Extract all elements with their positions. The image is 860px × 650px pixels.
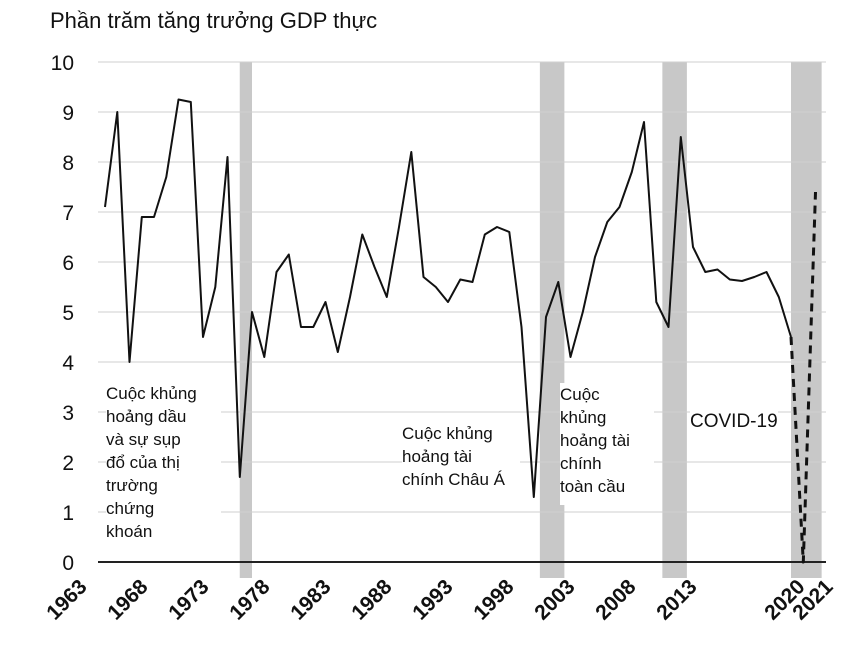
y-tick-label: 4 — [62, 352, 74, 375]
recession-bands — [239, 62, 822, 578]
x-tick-label: 1973 — [164, 575, 213, 624]
y-tick-label: 6 — [62, 252, 74, 275]
x-tick-label: 1998 — [469, 575, 519, 625]
x-axis-ticks: 1963 1968 1973 1978 1983 1988 1993 1998 2003 2008… — [42, 575, 838, 625]
annotation-covid-19: COVID-19 — [690, 410, 778, 433]
x-tick-label: 1988 — [347, 575, 397, 625]
y-tick-label: 9 — [62, 102, 74, 125]
annotation-global-financial-crisis: Cuộc khủng hoảng tài chính toàn cầu — [560, 383, 654, 505]
x-tick-label: 1963 — [42, 575, 91, 624]
x-tick-label: 2003 — [530, 575, 579, 624]
x-tick-label: 1968 — [103, 575, 153, 625]
y-tick-label: 3 — [62, 402, 74, 425]
y-tick-label: 5 — [62, 302, 74, 325]
y-tick-label: 1 — [62, 502, 74, 525]
chart-title: Phần trăm tăng trưởng GDP thực — [50, 8, 378, 33]
x-tick-label: 1978 — [225, 575, 275, 625]
y-tick-label: 2 — [62, 452, 74, 475]
y-axis-ticks: 0 1 2 3 4 5 6 7 8 9 10 — [51, 52, 75, 575]
series-lines — [104, 98, 817, 564]
x-tick-label: 2013 — [652, 575, 701, 624]
x-tick-label: 1983 — [286, 575, 335, 624]
gdp-growth-line — [104, 98, 792, 498]
y-tick-label: 8 — [62, 152, 74, 175]
y-tick-label: 10 — [51, 52, 74, 75]
y-tick-label: 0 — [62, 552, 74, 575]
y-tick-label: 7 — [62, 202, 74, 225]
covid-projection-line — [789, 191, 817, 564]
recession-band-1 — [239, 62, 252, 578]
x-tick-label: 1993 — [408, 575, 457, 624]
x-tick-label: 2008 — [591, 575, 641, 625]
annotation-asian-financial-crisis: Cuộc khủng hoảng tài chính Châu Á — [402, 422, 520, 491]
annotation-oil-crisis: Cuộc khủng hoảng dầu và sự sụp đổ của th… — [106, 382, 221, 543]
